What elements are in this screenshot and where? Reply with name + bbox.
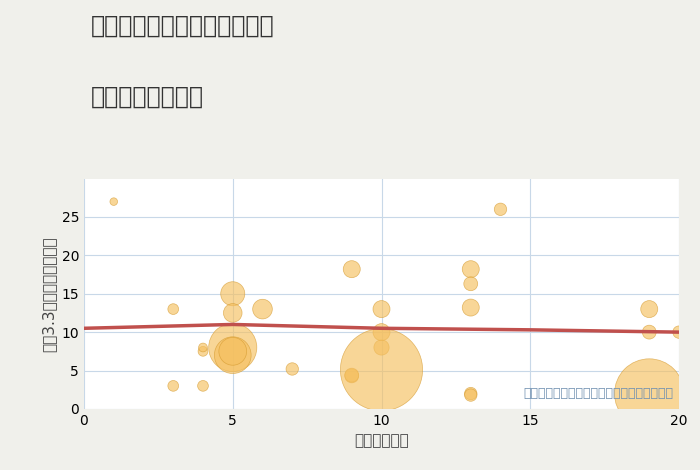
Point bbox=[465, 266, 476, 273]
Point bbox=[346, 266, 357, 273]
Point bbox=[644, 329, 655, 336]
Point bbox=[227, 352, 238, 359]
Point bbox=[108, 198, 119, 205]
X-axis label: 駅距離（分）: 駅距離（分） bbox=[354, 433, 409, 448]
Text: 円の大きさは、取引のあった物件面積を示す: 円の大きさは、取引のあった物件面積を示す bbox=[523, 387, 673, 400]
Point bbox=[644, 306, 655, 313]
Y-axis label: 坪（3.3㎡）単価（万円）: 坪（3.3㎡）単価（万円） bbox=[41, 236, 56, 352]
Point bbox=[197, 348, 209, 355]
Point bbox=[465, 280, 476, 288]
Text: 岐阜県本巣郡北方町春来町の: 岐阜県本巣郡北方町春来町の bbox=[91, 14, 274, 38]
Point bbox=[376, 344, 387, 351]
Point bbox=[168, 306, 179, 313]
Point bbox=[673, 329, 685, 336]
Point bbox=[168, 382, 179, 390]
Point bbox=[465, 390, 476, 397]
Point bbox=[197, 344, 209, 351]
Point bbox=[227, 309, 238, 317]
Point bbox=[227, 344, 238, 351]
Point bbox=[376, 366, 387, 374]
Point bbox=[495, 205, 506, 213]
Point bbox=[287, 365, 298, 373]
Point bbox=[227, 290, 238, 298]
Point bbox=[465, 392, 476, 399]
Point bbox=[257, 306, 268, 313]
Text: 駅距離別土地価格: 駅距離別土地価格 bbox=[91, 85, 204, 109]
Point bbox=[376, 306, 387, 313]
Point bbox=[197, 382, 209, 390]
Point bbox=[346, 372, 357, 380]
Point bbox=[227, 348, 238, 355]
Point bbox=[376, 329, 387, 336]
Point bbox=[465, 304, 476, 311]
Point bbox=[346, 371, 357, 379]
Point bbox=[644, 390, 655, 397]
